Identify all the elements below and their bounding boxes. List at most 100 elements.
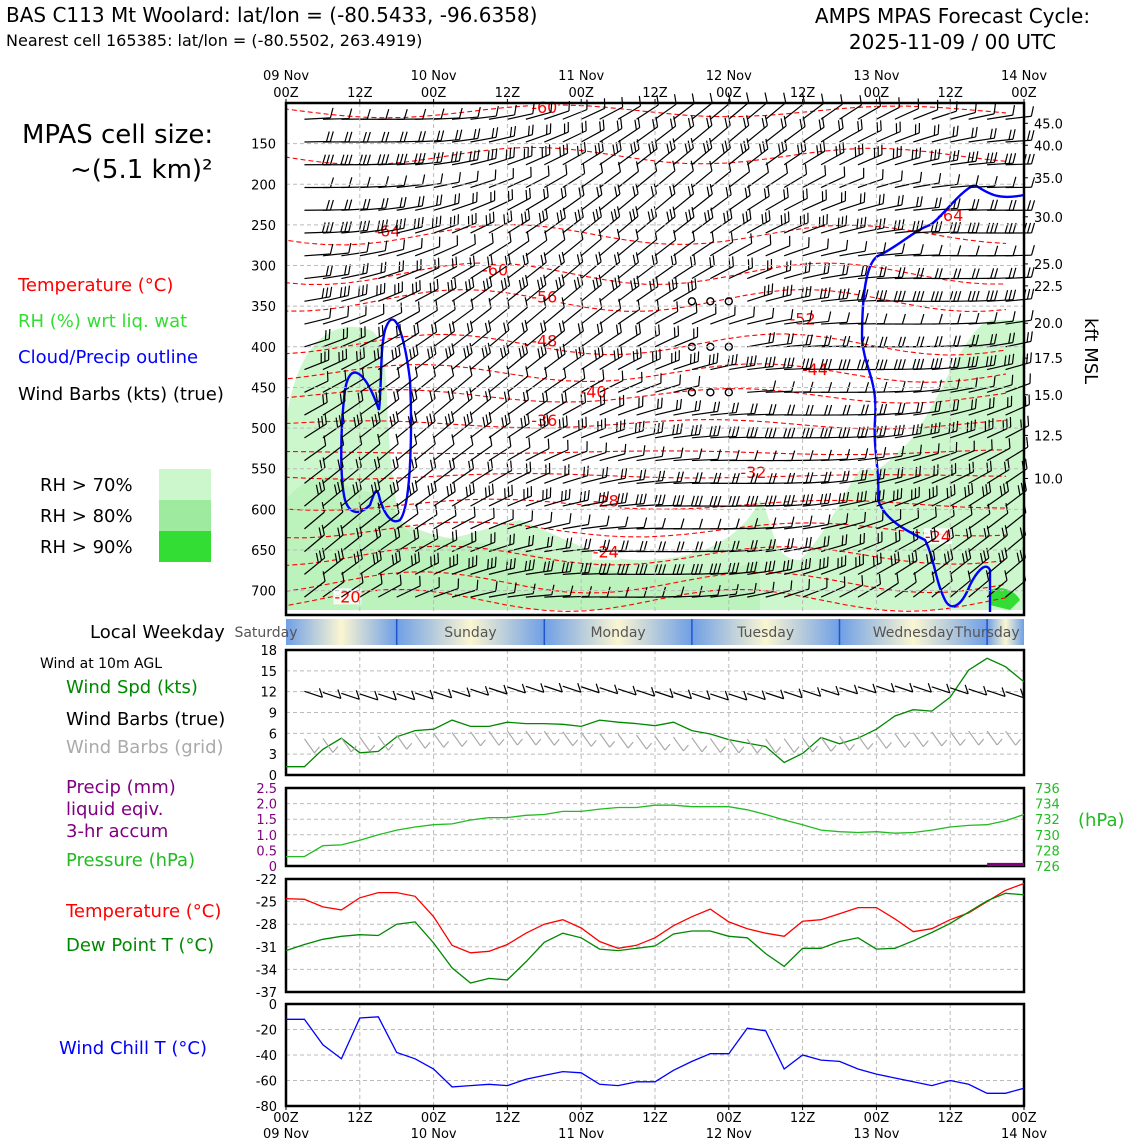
wind-barb-flag — [546, 537, 550, 548]
wind-barb-staff — [839, 563, 864, 575]
wind-barb-flag — [624, 443, 627, 454]
wind-barb-grid — [636, 734, 648, 750]
wind-barb-staff — [340, 511, 362, 530]
wind-barb-staff — [433, 515, 457, 530]
wind-barb-flag — [768, 356, 772, 368]
wind-barb-flag — [672, 183, 676, 194]
wind-barb-true-flag — [632, 685, 637, 696]
wind-barb-flag — [474, 234, 476, 245]
wind-barb-staff — [784, 295, 810, 302]
wind-barb-flag — [366, 108, 371, 120]
wind-barb-flag — [916, 336, 921, 347]
wind-barb-staff — [525, 329, 547, 348]
wind-barb-flag — [606, 515, 610, 526]
wind-barb-flag — [595, 254, 599, 265]
wind-barb-staff — [802, 150, 826, 166]
wind-barb-flag — [643, 564, 648, 575]
wind-barb-staff — [986, 426, 1011, 439]
wind-barb-flag — [916, 220, 920, 231]
wind-barb-staff — [322, 252, 349, 257]
wind-barb-staff — [488, 422, 511, 439]
wind-barb-staff — [433, 117, 460, 120]
wind-barb-flag — [912, 291, 917, 302]
wind-barb-staff — [747, 548, 774, 553]
wind-barb-staff — [378, 163, 405, 166]
wind-barb-flag — [321, 222, 326, 233]
wind-barb-staff — [747, 591, 773, 598]
wind-barb-staff — [857, 435, 884, 439]
wind-barb-staff — [396, 310, 420, 325]
wind-barb-true — [968, 688, 987, 696]
wind-barb-staff — [931, 231, 958, 234]
wind-barb-staff — [636, 503, 663, 507]
wind-barb-flag — [601, 467, 605, 479]
wind-barb-staff — [802, 199, 827, 211]
wind-barb-flag — [540, 277, 544, 288]
section-xtick-hour: 12Z — [790, 86, 816, 101]
wind-barb-flag — [422, 152, 426, 164]
wind-barb-flag — [525, 366, 529, 377]
wind-barb-flag — [896, 572, 899, 584]
wind-barb-flag — [381, 131, 386, 143]
wind-barb-staff — [562, 109, 588, 120]
wind-barb-staff — [378, 206, 405, 211]
wind-barb-flag — [994, 290, 998, 301]
wind-barb-staff — [415, 139, 442, 143]
wind-barb-flag — [606, 491, 609, 502]
wind-barb-staff — [636, 333, 660, 348]
section-xtick-hour: 12Z — [347, 86, 373, 101]
wind-barb-staff — [304, 117, 331, 120]
wind-barb-staff — [304, 380, 329, 393]
wind-barb-flag — [377, 220, 381, 231]
wind-barb-true — [322, 691, 342, 700]
section-ytick-hpa: 200 — [251, 178, 276, 193]
wind-barb-flag — [449, 483, 453, 494]
wind-barb-staff — [673, 147, 694, 166]
wind-barb-flag — [845, 215, 848, 226]
wind-barb-flag — [952, 505, 955, 516]
panel-ytick: 3 — [269, 748, 277, 763]
wind-barb-staff — [913, 494, 938, 507]
wind-barb-flag — [679, 374, 682, 385]
wind-barb-flag — [413, 218, 416, 229]
wind-barb-grid — [802, 737, 814, 753]
wind-barb-flag — [562, 144, 565, 155]
wind-barb-flag — [845, 239, 849, 250]
wind-barb-staff — [488, 285, 510, 302]
wind-barb-flag — [574, 211, 578, 223]
wind-barb-staff — [636, 455, 663, 462]
wind-barb-staff — [580, 172, 603, 189]
wind-barb-flag — [970, 399, 974, 410]
wind-barb-staff — [691, 410, 718, 416]
bottom-xtick-date: 14 Nov — [1001, 1127, 1047, 1140]
wind-barb-flag — [823, 493, 828, 504]
section-ytick-kft: 35.0 — [1034, 172, 1063, 187]
wind-barb-staff — [654, 432, 681, 439]
wind-barb-flag — [413, 324, 416, 336]
wind-barb-flag — [522, 255, 526, 266]
wind-barb-staff — [691, 240, 714, 257]
wind-barb-flag — [864, 359, 870, 370]
wind-barb-flag — [385, 176, 389, 187]
pressure-ytick: 730 — [1035, 829, 1060, 844]
wind-barb-flag — [783, 189, 786, 200]
wind-barb-flag — [764, 212, 768, 223]
wind-barb-flag — [698, 563, 703, 575]
wind-barb-flag — [576, 145, 580, 156]
wind-barb-flag — [896, 489, 899, 500]
wind-barb-staff — [709, 102, 731, 120]
wind-barb-flag — [897, 359, 902, 370]
wind-barb-grid — [580, 732, 592, 747]
wind-barb-flag — [1001, 550, 1005, 561]
wind-barb-staff — [968, 557, 990, 575]
wind-barb-flag — [672, 564, 677, 575]
wind-barb-grid — [986, 730, 998, 746]
wind-barb-flag — [876, 554, 879, 565]
wind-barb-flag — [919, 423, 923, 434]
wind-barb-staff — [821, 458, 848, 462]
wind-barb-staff — [580, 150, 604, 166]
wind-barb-flag — [395, 552, 398, 563]
wind-barbs-true-label: Wind Barbs (true) — [66, 709, 226, 730]
wind-barb-flag — [727, 562, 732, 574]
wind-barb-staff — [747, 292, 773, 302]
